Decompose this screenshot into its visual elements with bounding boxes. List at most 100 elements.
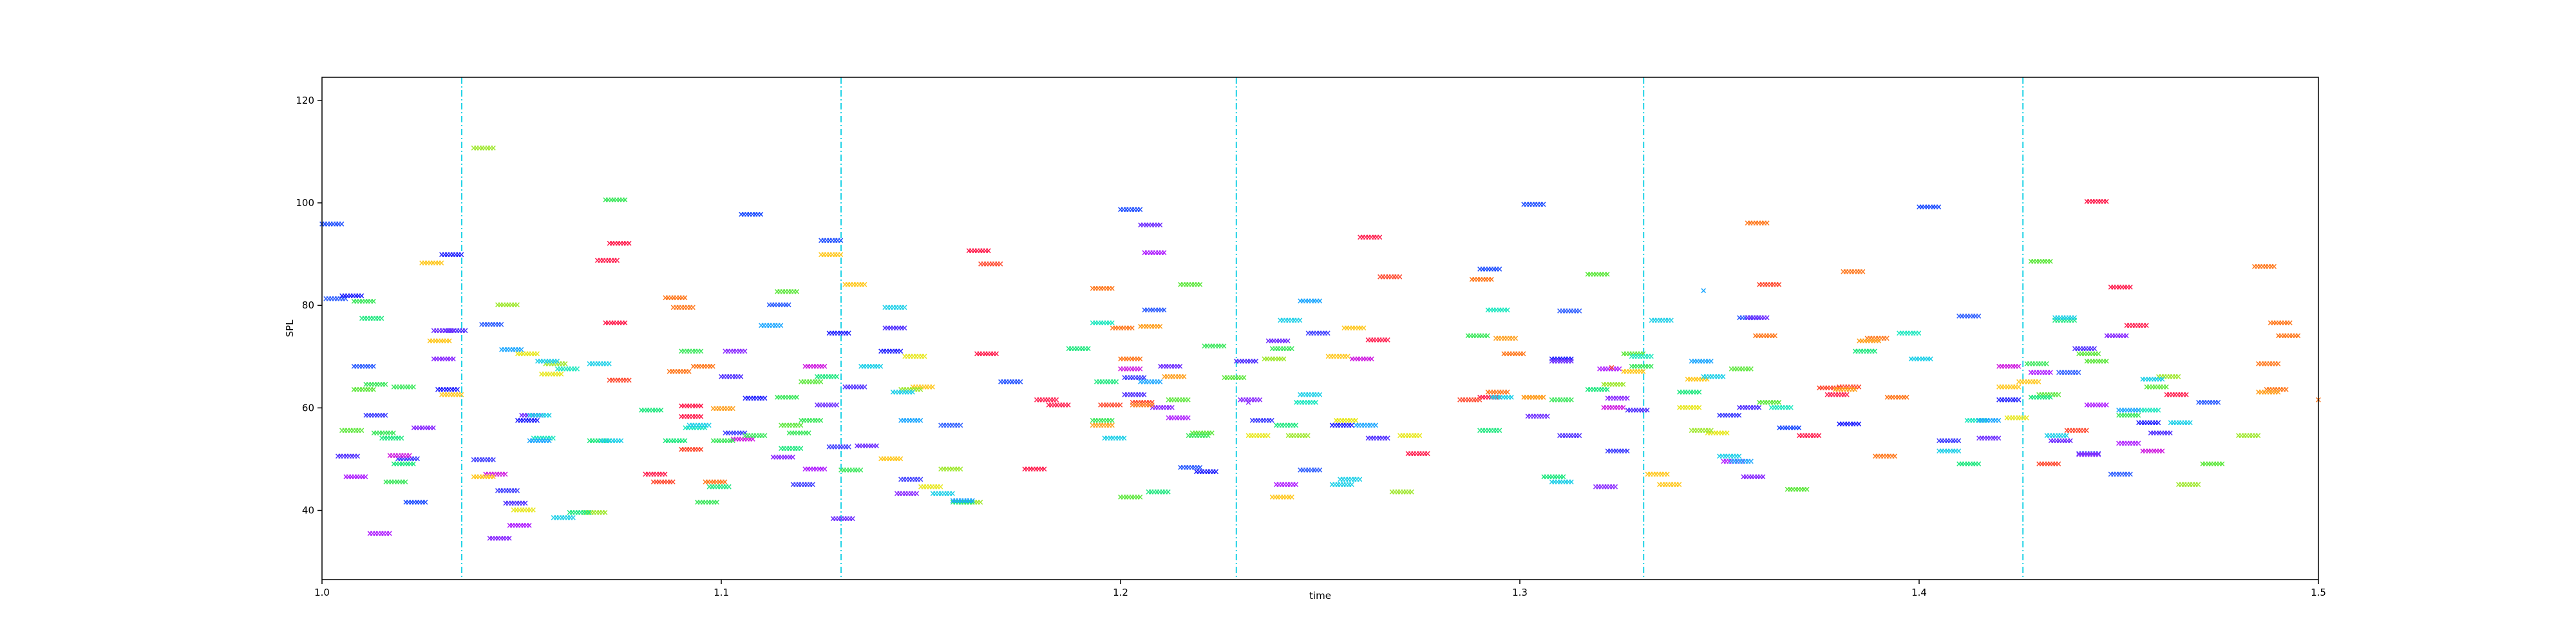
data-point-1130: × bbox=[1462, 395, 1469, 405]
data-point-272: × bbox=[1836, 419, 1843, 429]
data-point-387: × bbox=[1613, 447, 1620, 457]
data-point-1609: × bbox=[918, 482, 925, 492]
data-point-109: × bbox=[780, 301, 787, 310]
data-point-1131: × bbox=[1465, 395, 1472, 405]
data-point-1482: × bbox=[844, 280, 851, 290]
data-point-215: × bbox=[458, 251, 465, 260]
data-point-1128: × bbox=[1457, 395, 1464, 405]
data-point-758: × bbox=[523, 521, 530, 531]
data-point-761: × bbox=[804, 464, 811, 474]
data-point-92: × bbox=[362, 362, 369, 372]
data-point-950: × bbox=[695, 412, 702, 422]
data-point-1541: × bbox=[1655, 469, 1662, 479]
data-point-765: × bbox=[815, 464, 822, 474]
data-point-1578: × bbox=[513, 506, 520, 515]
data-point-208: × bbox=[439, 251, 446, 260]
data-point-1508: × bbox=[1277, 493, 1284, 502]
data-point-1316: × bbox=[1883, 452, 1890, 462]
data-point-764: × bbox=[813, 464, 820, 474]
data-point-222: × bbox=[531, 416, 538, 426]
data-point-1450: × bbox=[429, 336, 436, 346]
data-point-204: × bbox=[446, 385, 453, 395]
data-point-1435: × bbox=[2260, 388, 2268, 397]
data-point-785: × bbox=[1276, 480, 1283, 489]
data-point-1496: × bbox=[897, 455, 904, 464]
data-point-2528: × bbox=[1356, 475, 1363, 484]
data-point-249: × bbox=[1196, 467, 1203, 477]
data-point-275: × bbox=[1844, 419, 1852, 429]
data-point-183: × bbox=[2127, 469, 2134, 479]
data-point-1163: × bbox=[2044, 459, 2051, 469]
data-point-1250: × bbox=[1474, 275, 1481, 285]
data-point-664: × bbox=[770, 453, 777, 462]
data-point-1666: × bbox=[473, 144, 480, 153]
data-point-611: × bbox=[1752, 314, 1759, 323]
data-point-1538: × bbox=[1647, 469, 1654, 479]
data-point-971: × bbox=[1030, 464, 1037, 474]
data-point-855: × bbox=[750, 435, 757, 444]
data-point-1840: × bbox=[1184, 395, 1191, 405]
data-point-565: × bbox=[867, 442, 875, 451]
data-point-1172: × bbox=[2074, 426, 2081, 436]
data-point-228: × bbox=[753, 394, 760, 404]
data-point-1061: × bbox=[2137, 321, 2145, 331]
data-point-3: × bbox=[327, 220, 334, 229]
data-point-811: × bbox=[2036, 368, 2043, 378]
data-point-1366: × bbox=[2280, 385, 2287, 395]
data-point-1223: × bbox=[1109, 284, 1116, 294]
data-point-137: × bbox=[1300, 466, 1307, 475]
data-point-1215: × bbox=[721, 477, 728, 487]
data-point-1024: × bbox=[1796, 431, 1803, 441]
data-point-311: × bbox=[414, 455, 421, 464]
data-point-417: × bbox=[337, 452, 345, 462]
data-point-731: × bbox=[2112, 331, 2119, 341]
data-point-1592: × bbox=[534, 349, 541, 359]
data-point-1511: × bbox=[1285, 493, 1293, 502]
data-point-1211: × bbox=[710, 477, 717, 487]
data-point-2304: × bbox=[1975, 459, 1982, 469]
data-point-1486: × bbox=[855, 280, 862, 290]
data-point-245: × bbox=[891, 346, 898, 356]
data-point-15: × bbox=[422, 498, 429, 507]
data-point-1688: × bbox=[562, 359, 569, 369]
data-point-24: × bbox=[818, 236, 825, 245]
data-point-711: × bbox=[1624, 394, 1631, 404]
data-point-1697: × bbox=[898, 385, 905, 395]
data-point-1730: × bbox=[1287, 431, 1294, 441]
data-point-877: × bbox=[1363, 354, 1370, 364]
data-point-1195: × bbox=[674, 367, 681, 377]
data-point-1408: × bbox=[1512, 334, 1519, 343]
data-point-503: × bbox=[1643, 406, 1651, 415]
data-point-1675: × bbox=[500, 301, 507, 310]
data-point-1483: × bbox=[847, 280, 854, 290]
data-point-1147: × bbox=[1824, 384, 1832, 393]
data-point-957: × bbox=[980, 246, 987, 256]
data-point-344: × bbox=[826, 442, 833, 452]
data-point-2568: × bbox=[1719, 372, 1727, 382]
data-point-126: × bbox=[1158, 306, 1165, 316]
data-point-609: × bbox=[1747, 314, 1754, 323]
data-point-1081: × bbox=[652, 477, 659, 487]
data-point-551: × bbox=[833, 401, 840, 410]
data-point-509: × bbox=[1750, 403, 1757, 413]
data-point-1395: × bbox=[1166, 372, 1173, 382]
data-point-1122: × bbox=[1382, 272, 1389, 282]
data-point-306: × bbox=[400, 455, 407, 464]
data-point-1117: × bbox=[1143, 398, 1150, 408]
data-point-549: × bbox=[828, 401, 835, 410]
data-point-1384: × bbox=[1109, 421, 1116, 431]
data-point-1690: × bbox=[585, 508, 592, 518]
data-point-1338: × bbox=[2273, 319, 2280, 328]
data-point-627: × bbox=[2056, 437, 2063, 446]
data-point-1457: × bbox=[439, 390, 446, 400]
data-point-1678: × bbox=[508, 301, 515, 310]
data-point-384: × bbox=[1604, 447, 1611, 457]
data-point-1734: × bbox=[1299, 431, 1306, 441]
data-point-897: × bbox=[2142, 447, 2149, 457]
data-point-835: × bbox=[395, 451, 402, 461]
data-point-1693: × bbox=[593, 508, 600, 518]
data-point-641: × bbox=[433, 354, 440, 364]
data-point-845: × bbox=[496, 469, 503, 479]
data-point-1531: × bbox=[1625, 367, 1633, 377]
data-point-812: × bbox=[2039, 368, 2046, 378]
